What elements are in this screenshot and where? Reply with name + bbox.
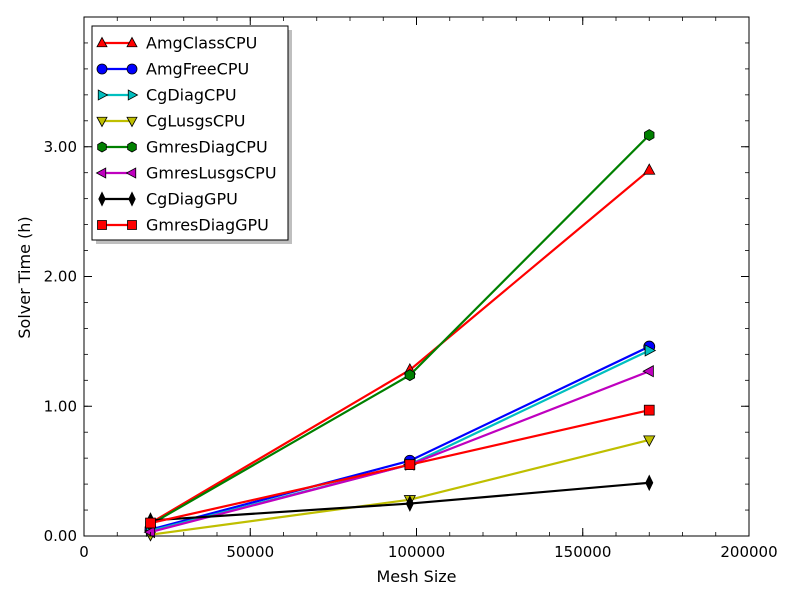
data-point [404, 459, 416, 470]
data-point [143, 525, 156, 539]
data-point [643, 404, 655, 416]
x-axis-label: Mesh Size [376, 567, 456, 586]
legend-label: CgDiagGPU [146, 190, 238, 209]
ticks-layer: 0 50000 100000 150000 200000 0.00 1.00 2.00 3.00 [44, 16, 778, 561]
legend-label: CgLusgsCPU [146, 112, 245, 131]
y-axis-label: Solver Time (h) [15, 216, 34, 338]
legend-marker [127, 89, 139, 101]
legend-entry: CgDiagCPU [97, 86, 237, 105]
legend-label: GmresDiagCPU [146, 138, 268, 157]
data-point [642, 365, 654, 378]
x-tick-label: 0 [79, 543, 89, 561]
x-tick-label: 100000 [388, 543, 445, 561]
legend-marker [126, 63, 138, 75]
legend-marker [96, 116, 108, 128]
legend-entry: GmresDiagCPU [97, 138, 268, 157]
legend-label: AmgClassCPU [146, 34, 257, 53]
data-point [145, 517, 156, 529]
legend-entry: AmgClassCPU [96, 34, 257, 53]
y-tick-label: 2.00 [44, 268, 77, 286]
series-GmresDiagGPU [145, 404, 655, 529]
x-tick-label: 150000 [554, 543, 611, 561]
legend-marker [97, 141, 107, 153]
legend-marker [127, 141, 137, 153]
legend-label: GmresLusgsCPU [146, 164, 277, 183]
data-point [644, 129, 655, 142]
legend-marker [128, 191, 136, 207]
legend-marker [97, 220, 107, 230]
legend-marker [125, 167, 137, 179]
legend-label: AmgFreeCPU [146, 60, 249, 79]
legend-entry: CgDiagGPU [98, 190, 238, 209]
legend-entry: CgLusgsCPU [96, 112, 245, 131]
legend-entry: GmresDiagGPU [97, 216, 269, 235]
data-point [405, 495, 414, 512]
legend-frame [91, 25, 289, 241]
data-point [643, 163, 656, 175]
legend-marker [98, 191, 106, 207]
legend-marker [95, 167, 107, 179]
data-point [645, 474, 654, 492]
legend-marker [96, 36, 108, 48]
series-layer [143, 129, 657, 542]
y-tick-label: 1.00 [44, 397, 77, 415]
legend-marker [96, 63, 108, 75]
data-point [643, 435, 656, 447]
legend-marker [97, 89, 109, 101]
legend-entry: GmresLusgsCPU [95, 164, 277, 183]
legend-marker [126, 36, 138, 48]
legend-label: CgDiagCPU [146, 86, 237, 105]
legend-marker [126, 116, 138, 128]
legend: AmgClassCPU AmgFreeCPU CgDiagCPU CgLusgsCPU… [91, 25, 292, 244]
x-tick-label: 50000 [226, 543, 274, 561]
y-tick-label: 0.00 [44, 527, 77, 545]
legend-entry: AmgFreeCPU [96, 60, 249, 79]
legend-marker [127, 220, 137, 230]
data-point [404, 369, 416, 382]
x-tick-label: 200000 [720, 543, 777, 561]
y-tick-label: 3.00 [44, 138, 77, 156]
legend-label: GmresDiagGPU [146, 216, 269, 235]
data-point [644, 344, 657, 357]
